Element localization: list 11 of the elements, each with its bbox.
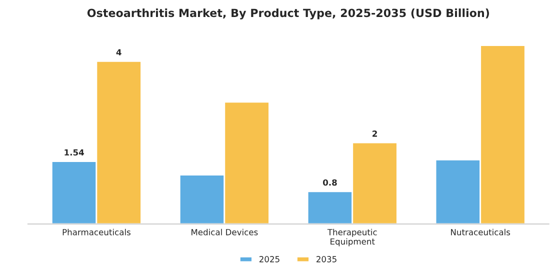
data-label: 4 [116, 49, 122, 56]
x-tick-label: Nutraceuticals [451, 228, 510, 236]
legend-label: 2025 [259, 256, 280, 262]
x-tick-label: Therapeutic Equipment [327, 228, 377, 246]
data-label: 0.8 [323, 179, 337, 186]
x-tick-label: Medical Devices [192, 228, 258, 236]
data-label: 2 [372, 130, 377, 137]
legend-label: 2035 [316, 256, 336, 262]
chart-title: Osteoarthritis Market, By Product Type, 2025-2035 (USD Billion) [87, 8, 489, 20]
data-label: 1.54 [64, 149, 84, 156]
x-tick-label: Pharmaceuticals [62, 228, 130, 236]
